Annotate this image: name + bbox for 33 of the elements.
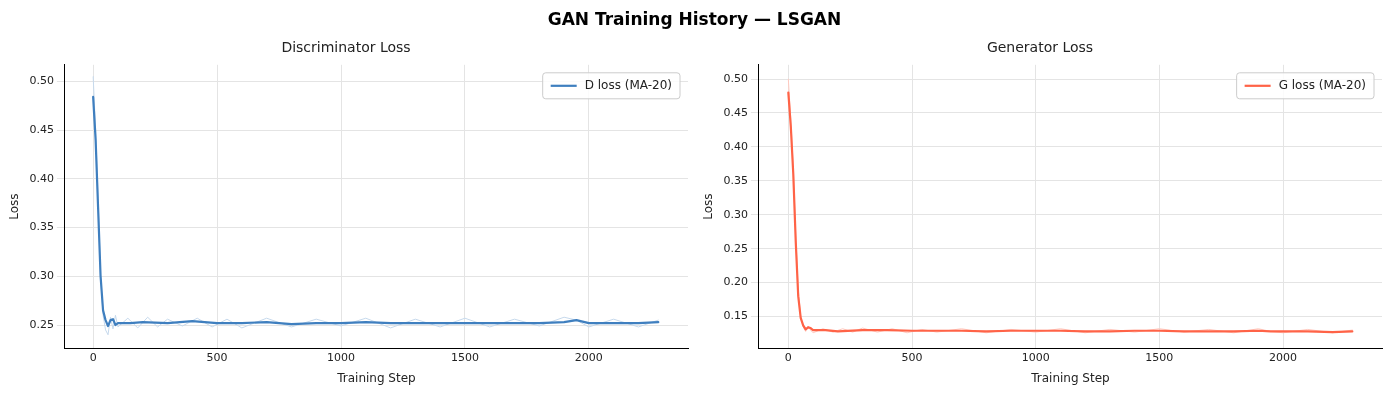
x-tick-label: 0 — [784, 350, 792, 364]
y-tick-label: 0.35 — [723, 173, 748, 187]
y-tick-label: 0.35 — [29, 220, 54, 234]
chart-title: GAN Training History — LSGAN — [546, 8, 843, 31]
x-tick-label: 0 — [89, 350, 97, 364]
x-tick-label: 2000 — [574, 350, 603, 364]
x-tick-label: 1500 — [1145, 350, 1174, 364]
y-tick-label: 0.25 — [29, 317, 54, 331]
x-axis-title: Training Step — [1030, 370, 1110, 385]
y-tick-label: 0.25 — [723, 241, 748, 255]
chart-title: Generator Loss — [986, 39, 1094, 56]
legend-label: G loss (MA-20) — [1278, 77, 1367, 92]
y-tick-label: 0.30 — [723, 207, 748, 221]
y-tick-label: 0.30 — [29, 269, 54, 283]
y-tick-label: 0.45 — [723, 105, 748, 119]
y-axis-title: Loss — [7, 193, 22, 220]
chart-subtitle: Discriminator Loss — [281, 39, 411, 56]
x-tick-label: 1500 — [450, 350, 479, 364]
y-tick-label: 0.20 — [723, 275, 748, 289]
y-tick-label: 0.40 — [723, 139, 748, 153]
y-tick-label: 0.45 — [29, 122, 54, 136]
legend-label: D loss (MA-20) — [584, 77, 672, 92]
x-tick-label: 2000 — [1269, 350, 1298, 364]
y-tick-label: 0.50 — [723, 71, 748, 85]
x-tick-label: 1000 — [327, 350, 355, 364]
y-tick-label: 0.15 — [723, 309, 748, 323]
x-tick-label: 500 — [901, 350, 923, 364]
x-axis-title: Training Step — [336, 370, 416, 385]
y-tick-label: 0.50 — [29, 74, 54, 88]
y-axis-title: Loss — [701, 193, 716, 220]
x-tick-label: 500 — [206, 350, 228, 364]
x-tick-label: 1000 — [1021, 350, 1050, 364]
y-tick-label: 0.40 — [29, 171, 54, 185]
